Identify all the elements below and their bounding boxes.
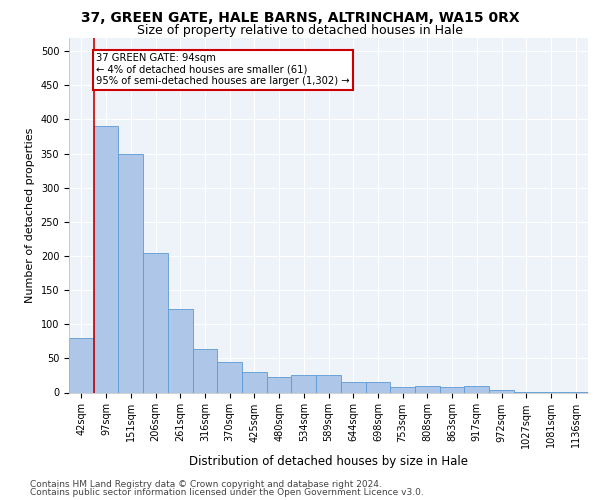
Bar: [440, 387, 464, 392]
Bar: [94, 126, 118, 392]
Text: Contains HM Land Registry data © Crown copyright and database right 2024.: Contains HM Land Registry data © Crown c…: [30, 480, 382, 489]
Text: Size of property relative to detached houses in Hale: Size of property relative to detached ho…: [137, 24, 463, 37]
Text: 37 GREEN GATE: 94sqm
← 4% of detached houses are smaller (61)
95% of semi-detach: 37 GREEN GATE: 94sqm ← 4% of detached ho…: [96, 53, 350, 86]
Bar: [316, 376, 341, 392]
Bar: [292, 376, 316, 392]
Bar: [118, 154, 143, 392]
Bar: [242, 372, 267, 392]
Bar: [365, 382, 390, 392]
Bar: [193, 350, 217, 393]
Text: 37, GREEN GATE, HALE BARNS, ALTRINCHAM, WA15 0RX: 37, GREEN GATE, HALE BARNS, ALTRINCHAM, …: [80, 11, 520, 25]
Bar: [267, 378, 292, 392]
Y-axis label: Number of detached properties: Number of detached properties: [25, 128, 35, 302]
Bar: [489, 390, 514, 392]
Text: Contains public sector information licensed under the Open Government Licence v3: Contains public sector information licen…: [30, 488, 424, 497]
X-axis label: Distribution of detached houses by size in Hale: Distribution of detached houses by size …: [189, 454, 468, 468]
Bar: [464, 386, 489, 392]
Bar: [390, 387, 415, 392]
Bar: [143, 252, 168, 392]
Bar: [415, 386, 440, 392]
Bar: [168, 309, 193, 392]
Bar: [217, 362, 242, 392]
Bar: [341, 382, 365, 392]
Bar: [69, 338, 94, 392]
